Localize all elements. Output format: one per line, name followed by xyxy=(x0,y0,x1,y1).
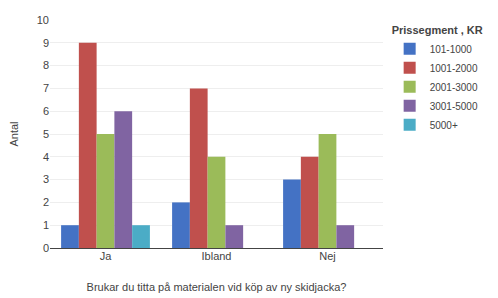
svg-text:1: 1 xyxy=(43,219,49,231)
svg-text:7: 7 xyxy=(43,82,49,94)
svg-text:Brukar du titta på materialen: Brukar du titta på materialen vid köp av… xyxy=(87,281,347,293)
svg-text:Antal: Antal xyxy=(8,121,20,146)
svg-text:8: 8 xyxy=(43,59,49,71)
svg-text:5000+: 5000+ xyxy=(430,120,458,131)
svg-text:9: 9 xyxy=(43,37,49,49)
svg-text:3001-5000: 3001-5000 xyxy=(430,101,478,112)
svg-text:2: 2 xyxy=(43,196,49,208)
svg-text:Ja: Ja xyxy=(100,250,113,262)
svg-text:3: 3 xyxy=(43,173,49,185)
svg-text:1001-2000: 1001-2000 xyxy=(430,63,478,74)
svg-text:Nej: Nej xyxy=(319,250,336,262)
svg-text:Prissegment , KR: Prissegment , KR xyxy=(392,24,483,36)
svg-text:4: 4 xyxy=(43,151,49,163)
svg-text:Ibland: Ibland xyxy=(202,250,232,262)
svg-text:2001-3000: 2001-3000 xyxy=(430,82,478,93)
svg-text:6: 6 xyxy=(43,105,49,117)
svg-text:0: 0 xyxy=(43,242,49,254)
svg-text:10: 10 xyxy=(37,14,49,26)
svg-text:101-1000: 101-1000 xyxy=(430,44,473,55)
svg-text:5: 5 xyxy=(43,128,49,140)
